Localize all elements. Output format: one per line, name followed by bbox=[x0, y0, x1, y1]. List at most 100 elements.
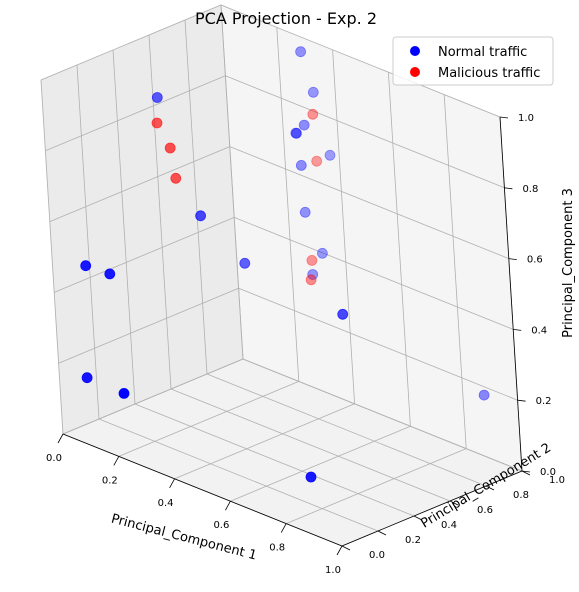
normal-traffic-point bbox=[299, 206, 311, 218]
y-tick-label: 1.0 bbox=[549, 475, 565, 486]
z-tick-mark bbox=[504, 187, 513, 190]
y-grid-floor bbox=[98, 418, 379, 532]
x-tick-mark bbox=[113, 456, 120, 466]
normal-traffic-point bbox=[195, 210, 207, 222]
x-grid-back bbox=[443, 94, 467, 449]
z-grid-back bbox=[225, 75, 505, 189]
z-tick-mark bbox=[499, 116, 509, 119]
z-grid-back bbox=[234, 217, 514, 330]
z-tick-label: 1.0 bbox=[518, 113, 534, 124]
z-tick-mark bbox=[508, 258, 517, 260]
y-grid-floor bbox=[170, 388, 451, 502]
y-tick-mark bbox=[449, 500, 459, 506]
normal-traffic-point bbox=[337, 308, 349, 320]
y-tick-label: 0.0 bbox=[369, 550, 385, 561]
x-tick-label: 0.2 bbox=[102, 475, 118, 486]
z-grid-back bbox=[229, 146, 509, 259]
y-tick-label: 0.2 bbox=[405, 535, 421, 546]
x-tick-label: 1.0 bbox=[325, 565, 341, 576]
normal-traffic-point bbox=[104, 268, 116, 280]
chart-title: PCA Projection - Exp. 2 bbox=[195, 9, 377, 28]
normal-traffic-point bbox=[307, 86, 319, 98]
malicious-traffic-point bbox=[164, 142, 176, 154]
legend-box bbox=[392, 36, 554, 86]
y-grid-left bbox=[184, 19, 208, 375]
x-tick-label: 0.8 bbox=[269, 543, 285, 554]
y-grid-left bbox=[148, 34, 172, 390]
normal-traffic-point bbox=[295, 159, 307, 171]
normal-traffic-point bbox=[291, 127, 302, 139]
legend: Normal traffic Malicious traffic bbox=[392, 36, 554, 86]
y-tick-mark bbox=[521, 470, 531, 476]
y-tick-label: 0.4 bbox=[441, 520, 457, 531]
y-grid-left bbox=[220, 4, 244, 360]
malicious-traffic-point bbox=[307, 108, 319, 120]
z-tick-mark bbox=[521, 470, 531, 473]
x-tick-mark bbox=[225, 501, 231, 511]
malicious-traffic-point bbox=[306, 254, 318, 266]
normal-traffic-point bbox=[295, 46, 307, 58]
x-grid-back bbox=[276, 27, 300, 382]
x-axis-line bbox=[62, 433, 343, 547]
normal-traffic-point bbox=[478, 389, 490, 401]
x-grid-back bbox=[388, 72, 411, 427]
z-grid-left bbox=[54, 217, 235, 293]
malicious-traffic-point bbox=[151, 117, 163, 129]
normal-traffic-point bbox=[80, 260, 92, 272]
z-grid-back bbox=[238, 287, 518, 401]
normal-traffic-point bbox=[151, 92, 163, 103]
y-grid-left bbox=[112, 49, 136, 405]
y-tick-mark bbox=[377, 530, 387, 536]
x-grid-floor bbox=[230, 425, 411, 502]
tick-labels: 0.0 0.0 0.0 0.2 0.2 0.2 0.4 0.4 0.4 0.6 0.6 0.6 0.8 0… bbox=[46, 113, 565, 576]
x-tick-mark bbox=[280, 523, 287, 533]
malicious-traffic-point bbox=[305, 274, 317, 286]
normal-traffic-point bbox=[305, 471, 317, 483]
legend-marker-normal bbox=[410, 46, 420, 56]
z-axis-label: Principal_Component 3 bbox=[561, 188, 576, 338]
x-tick-mark bbox=[169, 478, 175, 488]
y-grid-floor bbox=[242, 358, 523, 472]
x-tick-label: 0.4 bbox=[158, 498, 174, 509]
normal-traffic-point bbox=[290, 127, 302, 139]
x-grid-floor bbox=[286, 448, 467, 524]
normal-traffic-point bbox=[298, 119, 310, 131]
z-tick-mark bbox=[513, 329, 522, 331]
y-tick-label: 0.6 bbox=[477, 505, 493, 516]
z-grid-left bbox=[45, 75, 226, 152]
x-tick-label: 0.6 bbox=[213, 520, 229, 531]
z-grid-back bbox=[220, 4, 501, 118]
normal-traffic-point bbox=[324, 149, 336, 161]
legend-label-normal: Normal traffic bbox=[438, 45, 527, 60]
x-grid-floor bbox=[118, 381, 299, 457]
z-axis-line bbox=[499, 116, 523, 472]
malicious-traffic-point bbox=[170, 172, 182, 184]
x-tick-mark bbox=[57, 433, 64, 444]
normal-traffic-point bbox=[81, 372, 93, 384]
z-grid-left bbox=[49, 146, 230, 222]
z-tick-mark bbox=[517, 399, 526, 402]
x-tick-label: 0.0 bbox=[46, 453, 62, 464]
normal-traffic-point bbox=[307, 269, 319, 280]
z-tick-label: 0.0 bbox=[540, 467, 556, 478]
y-tick-mark bbox=[341, 545, 351, 551]
y-tick-mark bbox=[485, 485, 495, 491]
normal-traffic-point bbox=[118, 387, 130, 399]
z-tick-label: 0.8 bbox=[522, 184, 538, 195]
legend-label-malicious: Malicious traffic bbox=[438, 66, 540, 81]
y-grid-floor bbox=[206, 373, 487, 487]
y-grid-left bbox=[76, 64, 100, 420]
axis-panes bbox=[40, 4, 524, 547]
z-tick-label: 0.2 bbox=[536, 396, 552, 407]
z-tick-label: 0.6 bbox=[527, 255, 543, 266]
legend-marker-malicious bbox=[410, 67, 420, 77]
normal-traffic-point bbox=[316, 247, 328, 259]
y-tick-mark bbox=[413, 515, 423, 521]
normal-traffic-point bbox=[239, 257, 251, 269]
left-pane bbox=[40, 4, 244, 435]
x-grid-back bbox=[332, 49, 355, 404]
x-grid-floor bbox=[174, 403, 355, 480]
axis-lines bbox=[62, 116, 523, 547]
z-tick-label: 0.4 bbox=[531, 325, 547, 336]
